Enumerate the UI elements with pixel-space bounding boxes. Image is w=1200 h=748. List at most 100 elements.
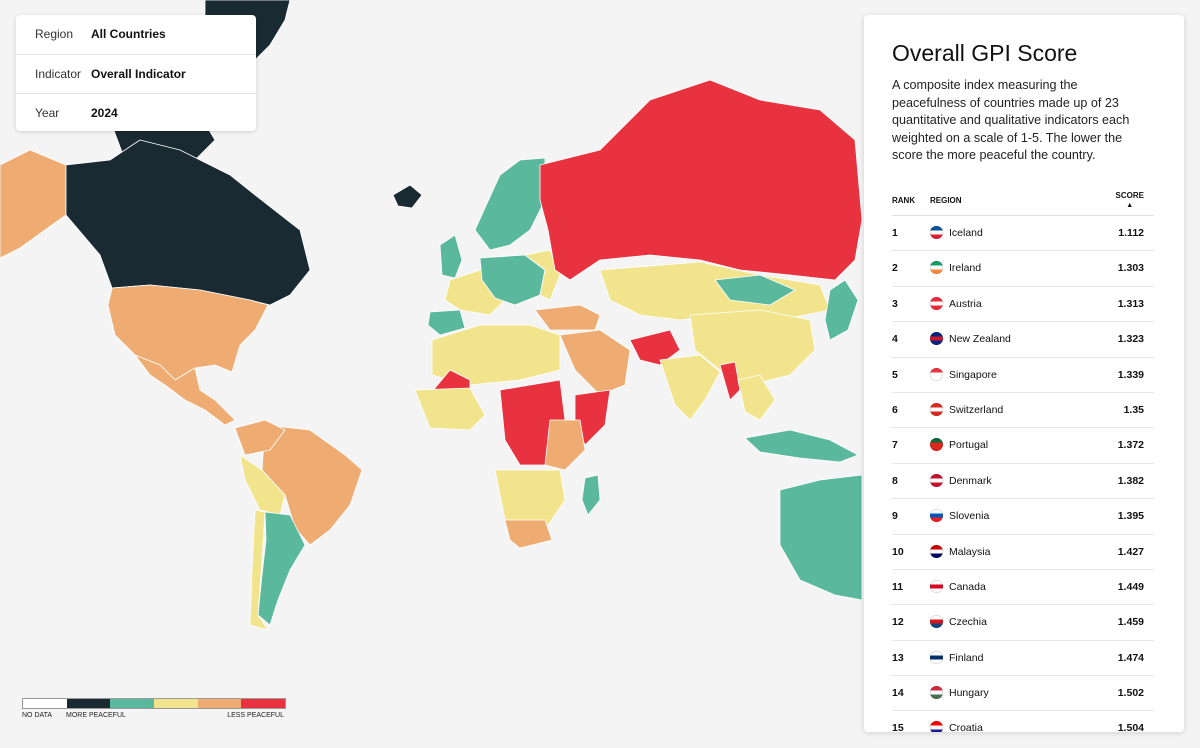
row-region: Portugal: [949, 439, 989, 452]
row-score: 1.313: [1117, 297, 1144, 310]
flag-icon: [930, 402, 943, 416]
row-score: 1.382: [1117, 474, 1144, 487]
map-australia[interactable]: [779, 474, 863, 601]
map-eastern-europe[interactable]: [524, 249, 561, 301]
map-scandinavia[interactable]: [474, 157, 546, 251]
row-rank: 10: [892, 545, 904, 558]
row-rank: 1: [892, 227, 898, 239]
map-middle-east[interactable]: [559, 329, 631, 396]
filter-region-label: Region: [35, 27, 74, 42]
map-mexico[interactable]: [134, 354, 236, 426]
flag-icon: [930, 438, 943, 452]
map-iceland[interactable]: [392, 184, 423, 209]
flag-icon: [930, 473, 943, 487]
row-score: 1.449: [1117, 580, 1144, 593]
row-score: 1.339: [1117, 368, 1144, 381]
filter-region[interactable]: Region All Countries: [16, 15, 256, 55]
map-mongolia[interactable]: [714, 274, 796, 306]
row-rank: 11: [892, 580, 904, 593]
map-india[interactable]: [659, 354, 721, 421]
legend-swatch: [197, 699, 242, 708]
map-east-africa[interactable]: [544, 419, 586, 471]
row-rank: 14: [892, 687, 904, 700]
column-rank-header: RANK: [892, 196, 916, 205]
ranking-table: 1 Iceland 1.112 2 Ireland 1.303 3 Austria 1.313 4…: [892, 216, 1154, 732]
table-row[interactable]: 10 Malaysia 1.427: [892, 535, 1154, 570]
row-rank: 15: [892, 722, 904, 732]
row-rank: 13: [892, 651, 904, 664]
legend-color-scale: [22, 698, 286, 709]
table-row[interactable]: 11 Canada 1.449: [892, 570, 1154, 606]
filter-year[interactable]: Year 2024: [16, 94, 256, 133]
row-rank: 12: [892, 616, 904, 629]
filter-region-value[interactable]: All Countries: [91, 27, 166, 42]
row-region: Iceland: [949, 227, 983, 239]
row-score: 1.502: [1117, 687, 1144, 700]
legend-swatch: [23, 699, 67, 708]
map-iberia[interactable]: [427, 309, 466, 336]
row-region: Croatia: [949, 722, 983, 732]
flag-icon: [930, 579, 943, 593]
row-score: 1.427: [1117, 545, 1144, 558]
map-madagascar[interactable]: [581, 474, 601, 516]
map-south-africa[interactable]: [504, 519, 553, 549]
map-canada[interactable]: [65, 139, 311, 306]
map-japan[interactable]: [824, 279, 859, 341]
flag-icon: [930, 261, 943, 275]
row-region: Czechia: [949, 616, 987, 629]
table-row[interactable]: 14 Hungary 1.502: [892, 676, 1154, 712]
panel-title: Overall GPI Score: [892, 40, 1078, 66]
table-row[interactable]: 3 Austria 1.313: [892, 287, 1154, 323]
map-alaska[interactable]: [0, 149, 67, 259]
flag-icon: [930, 509, 943, 523]
table-row[interactable]: 5 Singapore 1.339: [892, 358, 1154, 393]
table-row[interactable]: 13 Finland 1.474: [892, 641, 1154, 677]
table-row[interactable]: 4 New Zealand 1.323: [892, 322, 1154, 358]
map-russia[interactable]: [539, 79, 863, 281]
flag-icon: [930, 296, 943, 310]
map-horn-africa[interactable]: [574, 389, 611, 446]
panel-description: A composite index measuring the peaceful…: [892, 78, 1130, 162]
row-region: Finland: [949, 651, 984, 664]
map-chile[interactable]: [249, 509, 269, 631]
table-row[interactable]: 15 Croatia 1.504: [892, 711, 1154, 732]
sort-arrow-icon: ▲: [1126, 202, 1134, 209]
filter-year-value[interactable]: 2024: [91, 106, 118, 121]
row-rank: 2: [892, 262, 898, 275]
table-row[interactable]: 8 Denmark 1.382: [892, 464, 1154, 500]
map-argentina[interactable]: [257, 511, 306, 626]
table-row[interactable]: 2 Ireland 1.303: [892, 251, 1154, 287]
table-row[interactable]: 6 Switzerland 1.35: [892, 393, 1154, 429]
flag-icon: [930, 226, 943, 239]
table-row[interactable]: 12 Czechia 1.459: [892, 605, 1154, 641]
map-indonesia[interactable]: [744, 429, 859, 463]
table-row[interactable]: 7 Portugal 1.372: [892, 428, 1154, 464]
table-row[interactable]: 9 Slovenia 1.395: [892, 499, 1154, 535]
ranking-panel: Overall GPI Score A composite index meas…: [864, 15, 1184, 732]
row-region: Slovenia: [949, 510, 990, 523]
map-uk-ireland[interactable]: [439, 234, 463, 279]
filter-indicator[interactable]: Indicator Overall Indicator: [16, 55, 256, 95]
row-rank: 3: [892, 297, 898, 310]
map-iran-afghanistan[interactable]: [629, 329, 681, 366]
legend-less-peaceful-label: LESS PEACEFUL: [227, 712, 284, 719]
map-colombia-venezuela[interactable]: [234, 419, 286, 456]
row-score: 1.459: [1117, 616, 1144, 629]
map-southeast-asia[interactable]: [737, 374, 776, 421]
map-united-states[interactable]: [107, 284, 269, 381]
row-rank: 7: [892, 439, 898, 452]
map-turkey[interactable]: [534, 304, 601, 331]
column-region-header: REGION: [930, 196, 962, 205]
row-score: 1.35: [1123, 403, 1144, 416]
row-rank: 6: [892, 403, 898, 416]
flag-icon: [930, 332, 943, 346]
map-west-africa[interactable]: [414, 387, 486, 431]
legend-swatch: [241, 699, 286, 708]
flag-icon: [930, 686, 943, 700]
legend-more-peaceful-label: MORE PEACEFUL: [66, 712, 126, 719]
column-score-header[interactable]: SCORE ▲: [1116, 191, 1144, 209]
row-rank: 9: [892, 510, 898, 523]
filter-indicator-value[interactable]: Overall Indicator: [91, 66, 186, 81]
table-row[interactable]: 1 Iceland 1.112: [892, 216, 1154, 252]
